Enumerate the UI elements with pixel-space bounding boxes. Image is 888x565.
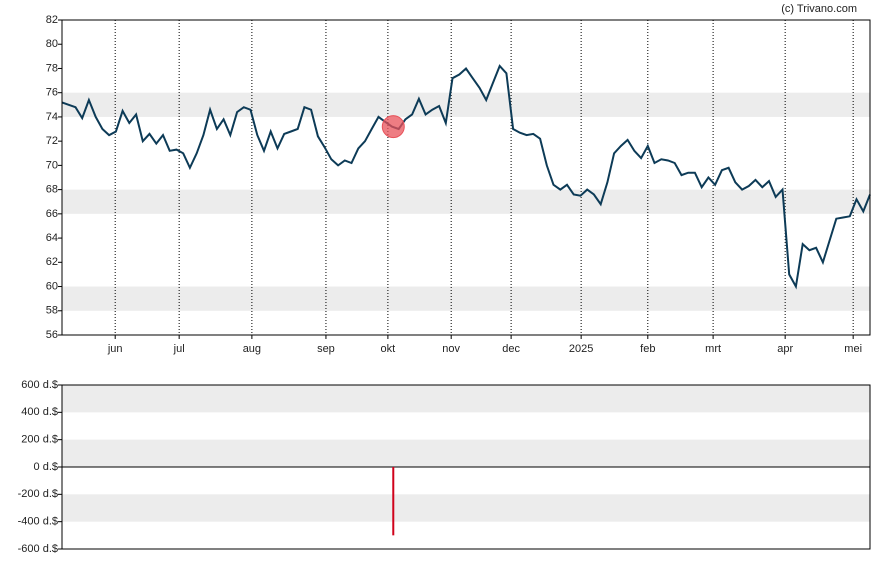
y-tick-label: 76 — [46, 87, 58, 99]
y-tick-label: -200 d.$ — [18, 488, 58, 500]
y-tick-label: 64 — [46, 232, 58, 244]
x-tick-label: mrt — [705, 343, 721, 355]
price-line — [61, 64, 871, 290]
grid-band — [62, 385, 870, 413]
bar — [392, 467, 395, 536]
x-tick-label: apr — [777, 343, 793, 355]
y-tick-label: 62 — [46, 256, 58, 268]
grid-band — [62, 286, 870, 311]
y-tick-label: 600 d.$ — [21, 379, 58, 391]
y-tick-label: 60 — [46, 280, 58, 292]
y-tick-label: 66 — [46, 208, 58, 220]
x-tick-label: okt — [381, 343, 396, 355]
y-tick-label: 72 — [46, 135, 58, 147]
y-tick-label: 56 — [46, 329, 58, 341]
grid-band — [62, 494, 870, 522]
y-tick-label: -600 d.$ — [18, 543, 58, 555]
x-tick-label: jul — [173, 343, 185, 355]
y-tick-label: 400 d.$ — [21, 406, 58, 418]
x-tick-label: jun — [107, 343, 123, 355]
y-tick-label: 0 d.$ — [34, 461, 58, 473]
y-tick-label: 68 — [46, 184, 58, 196]
y-tick-label: -400 d.$ — [18, 516, 58, 528]
x-tick-label: nov — [442, 343, 460, 355]
grid-band — [62, 189, 870, 214]
y-tick-label: 80 — [46, 38, 58, 50]
grid-band — [62, 439, 870, 467]
x-tick-label: mei — [844, 343, 862, 355]
y-tick-label: 82 — [46, 14, 58, 26]
y-tick-label: 70 — [46, 159, 58, 171]
x-tick-label: dec — [502, 343, 520, 355]
y-tick-label: 200 d.$ — [21, 434, 58, 446]
y-tick-label: 58 — [46, 305, 58, 317]
x-tick-label: sep — [317, 343, 335, 355]
grid-band — [62, 92, 870, 117]
y-tick-label: 74 — [46, 111, 58, 123]
x-tick-label: aug — [243, 343, 261, 355]
x-tick-label: feb — [640, 343, 655, 355]
credit: (c) Trivano.com — [781, 3, 857, 15]
plot-border — [61, 19, 871, 336]
x-tick-label: 2025 — [569, 343, 593, 355]
y-tick-label: 78 — [46, 62, 58, 74]
plot-border — [61, 384, 871, 550]
event-marker — [381, 115, 405, 139]
